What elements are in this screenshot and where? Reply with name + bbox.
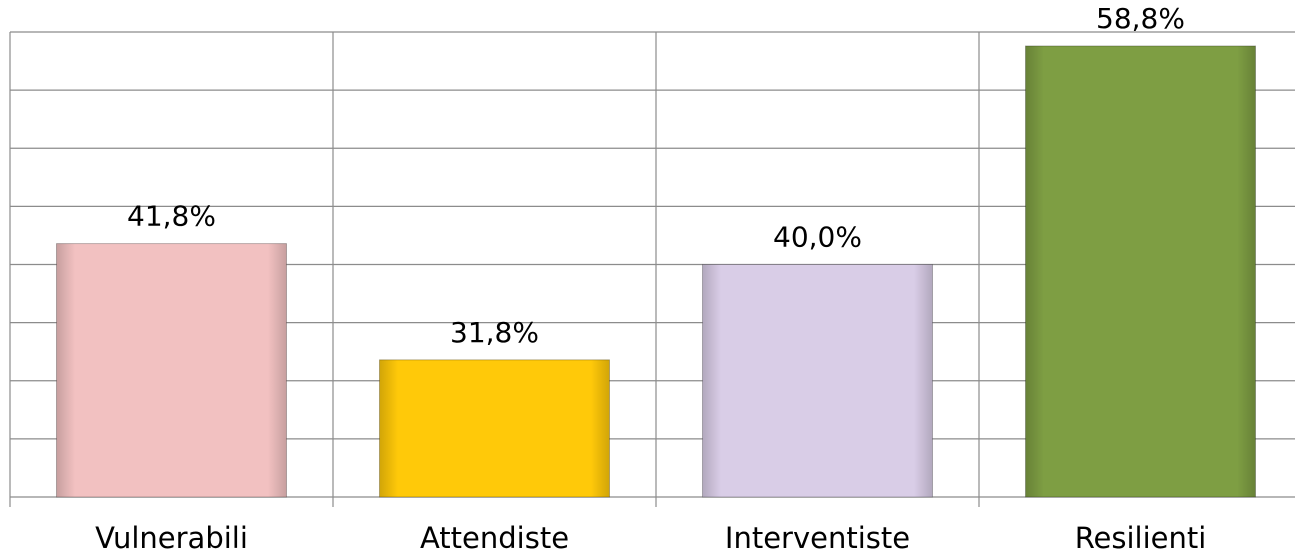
x-tick-label: Resilienti	[1075, 521, 1207, 555]
bar-shade	[1025, 45, 1256, 497]
value-label: 58,8%	[1096, 2, 1185, 35]
value-label: 31,8%	[450, 316, 539, 349]
x-tick-label: Interventiste	[725, 521, 910, 555]
bar-shade	[379, 359, 610, 497]
value-label: 40,0%	[773, 221, 862, 254]
x-tick-label: Vulnerabili	[95, 521, 248, 555]
bar-shade	[56, 243, 287, 497]
value-label: 41,8%	[127, 200, 216, 233]
x-tick-label: Attendiste	[420, 521, 569, 555]
bar-shade	[702, 264, 933, 497]
